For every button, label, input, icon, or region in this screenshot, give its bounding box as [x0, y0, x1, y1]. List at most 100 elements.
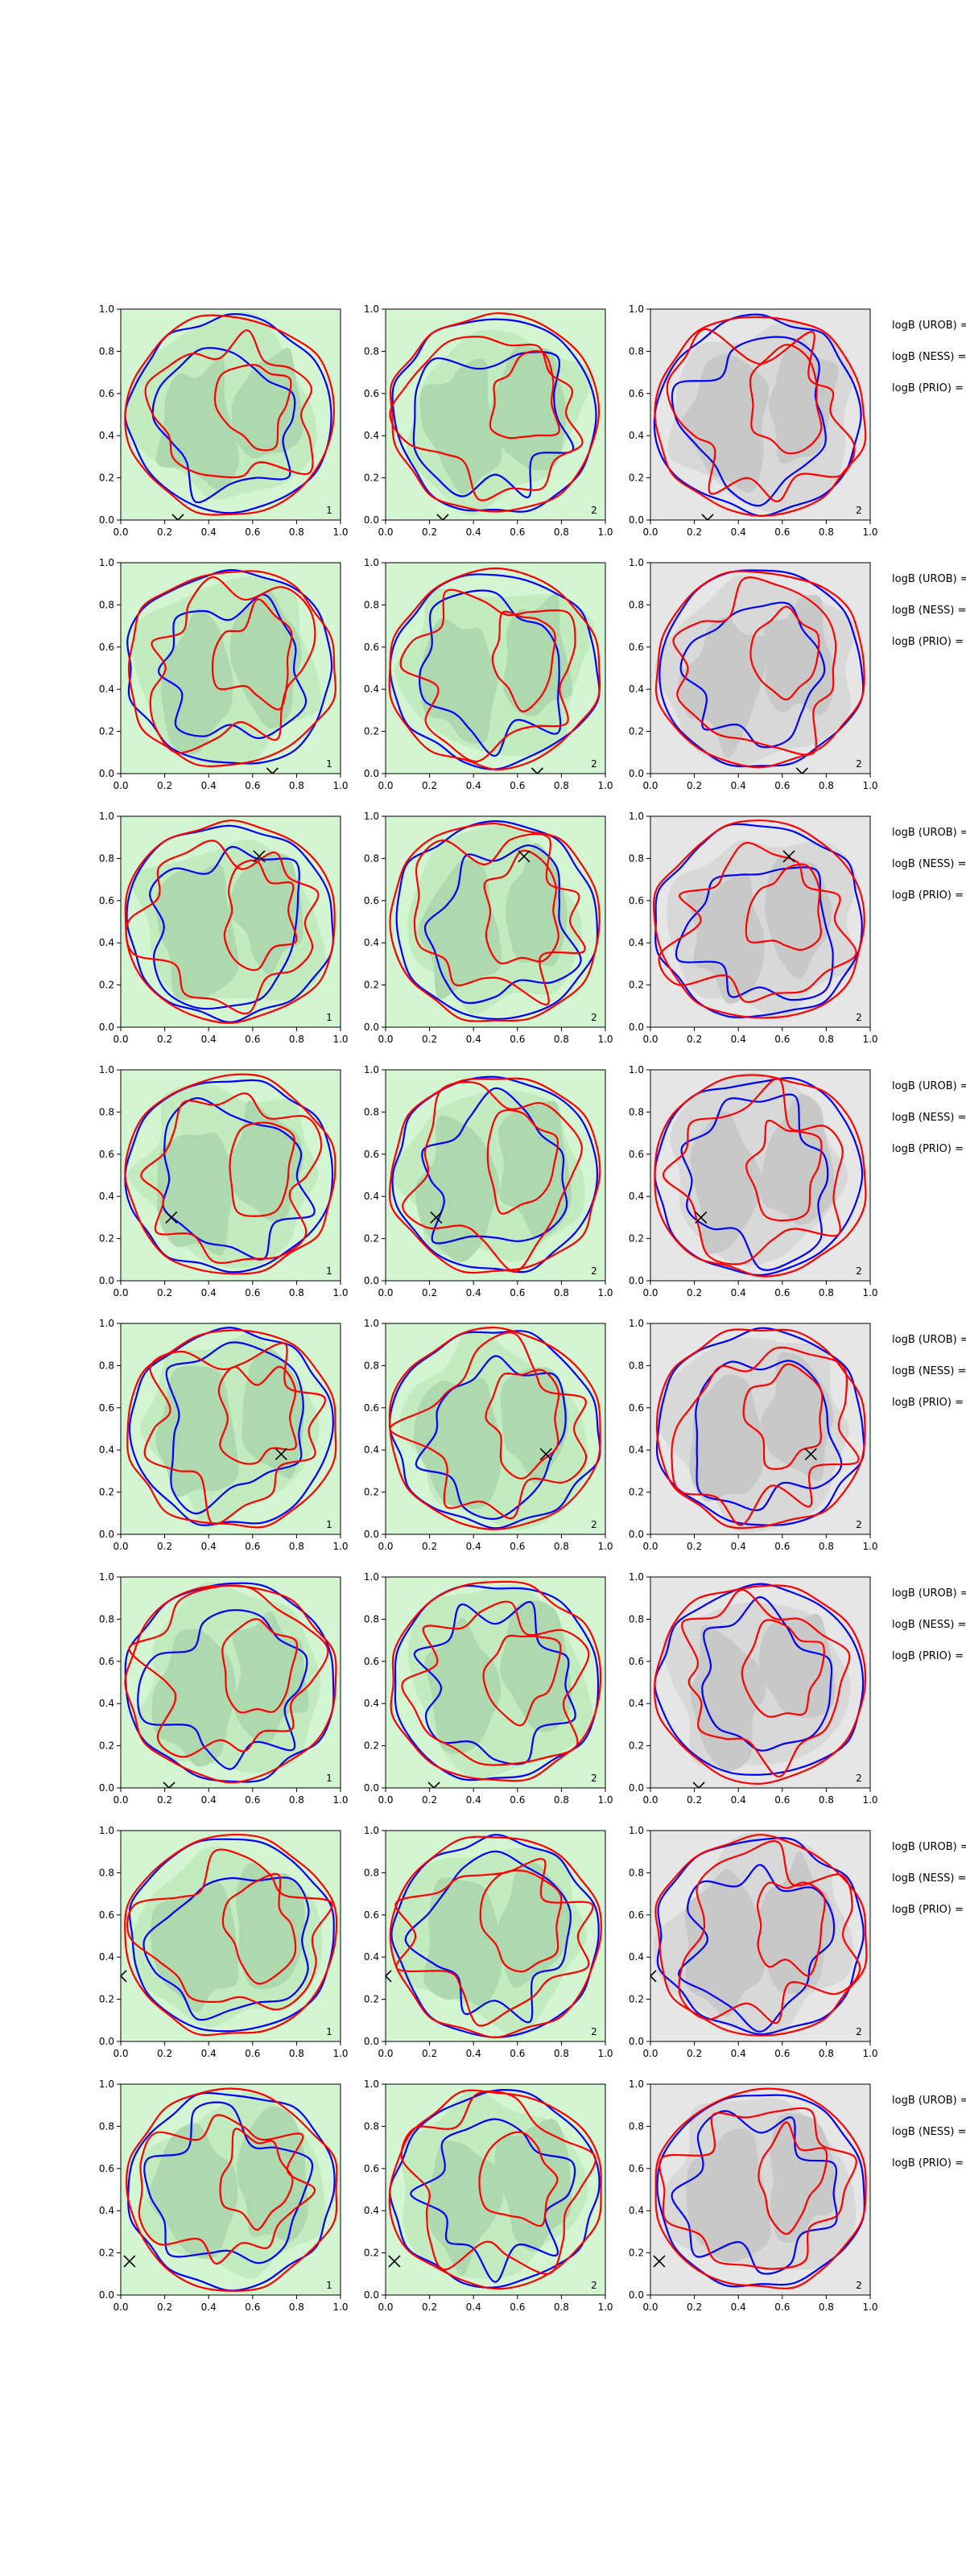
- marker-x: [121, 1970, 127, 1983]
- contour-line-red: [144, 329, 314, 479]
- marker-x: [650, 1970, 657, 1983]
- y-tick-label: 0.0: [364, 1782, 379, 1794]
- panel-r5-c1: 0.00.00.20.20.40.40.60.60.80.81.01.01: [99, 1318, 349, 1552]
- contour-line-red: [479, 1869, 563, 1973]
- contour-line-red: [654, 316, 867, 517]
- logb-label: logB (UROB) =: [892, 1841, 966, 1853]
- x-tick-label: 0.4: [731, 780, 746, 791]
- fill-region-dark: [155, 1365, 239, 1497]
- y-tick-label: 1.0: [364, 811, 379, 822]
- y-tick-label: 1.0: [629, 1825, 644, 1836]
- contour-line-red: [388, 567, 601, 770]
- contour-line-blue: [677, 1864, 836, 2033]
- x-tick-label: 0.0: [113, 1287, 128, 1298]
- y-tick-label: 0.4: [364, 1191, 379, 1202]
- x-tick-label: 0.2: [687, 1287, 702, 1298]
- y-tick-label: 0.0: [99, 2036, 114, 2047]
- contour-line-red: [221, 1618, 299, 1714]
- y-tick-label: 0.4: [364, 937, 379, 948]
- x-tick-label: 1.0: [332, 1541, 348, 1552]
- contour-line-red: [388, 1077, 601, 1274]
- x-tick-label: 0.2: [687, 1794, 702, 1806]
- marker-x: [653, 2255, 666, 2268]
- panel-index-label: 2: [591, 2280, 597, 2291]
- fill-region-dark: [419, 358, 502, 494]
- panel-r8-c2: 0.00.00.20.20.40.40.60.60.80.81.01.02: [364, 2079, 613, 2313]
- y-tick-label: 0.2: [629, 1740, 644, 1752]
- y-tick-label: 0.0: [99, 1782, 114, 1794]
- fill-region-dark: [680, 353, 770, 493]
- logb-label: logB (PRIO) =: [892, 382, 964, 394]
- panel-index-label: 2: [591, 505, 597, 516]
- contour-line-red: [124, 819, 336, 1024]
- y-tick-label: 0.6: [364, 1149, 379, 1160]
- axes-frame: [650, 2083, 871, 2296]
- x-tick-label: 0.2: [687, 1034, 702, 1045]
- contour-line-red: [124, 314, 336, 516]
- axes-frame: [385, 815, 606, 1028]
- y-tick-label: 1.0: [99, 1064, 114, 1075]
- y-tick-label: 0.6: [364, 895, 379, 906]
- x-tick-label: 0.4: [466, 2048, 481, 2059]
- x-tick-label: 0.4: [731, 1287, 746, 1298]
- y-tick-label: 0.6: [629, 388, 644, 399]
- fill-region-dark: [427, 2140, 503, 2276]
- panel-index-label: 2: [591, 1012, 597, 1023]
- marker-x: [539, 1447, 552, 1461]
- fill-region-dark: [684, 1868, 767, 2017]
- x-tick-label: 0.0: [378, 1287, 393, 1298]
- contour-line-red: [745, 1119, 823, 1222]
- x-tick-label: 0.0: [113, 1034, 128, 1045]
- x-tick-label: 0.0: [113, 1794, 128, 1806]
- y-tick-label: 0.8: [364, 1867, 379, 1878]
- y-tick-label: 0.4: [99, 1444, 114, 1455]
- contour-line-red: [213, 364, 292, 452]
- panel-index-label: 1: [326, 1265, 332, 1277]
- contour-line-red: [483, 849, 559, 964]
- contour-line-blue: [149, 845, 300, 1010]
- x-tick-label: 1.0: [597, 1794, 613, 1806]
- panel-r1-c2: 0.00.00.20.20.40.40.60.60.80.81.01.02: [364, 303, 613, 538]
- x-tick-label: 1.0: [332, 2048, 348, 2059]
- x-tick-label: 0.6: [510, 2048, 525, 2059]
- marker-x: [165, 1211, 178, 1224]
- panel-index-label: 2: [591, 1265, 597, 1277]
- panel-index-label: 1: [326, 505, 332, 516]
- panel-index-label: 2: [591, 1519, 597, 1530]
- x-tick-label: 0.2: [687, 1541, 702, 1552]
- fill-region-dark: [226, 1100, 303, 1221]
- y-tick-label: 0.2: [364, 473, 379, 484]
- x-tick-label: 0.8: [289, 2048, 304, 2059]
- contour-line-blue: [127, 2091, 336, 2292]
- x-tick-label: 0.0: [113, 2301, 128, 2313]
- contour-line-red: [485, 1368, 560, 1480]
- x-tick-label: 1.0: [332, 780, 348, 791]
- contour-line-red: [678, 1839, 861, 2025]
- fill-region-dark: [765, 854, 832, 980]
- x-tick-label: 0.0: [113, 1541, 128, 1552]
- x-tick-label: 0.4: [466, 1287, 481, 1298]
- x-tick-label: 0.2: [422, 526, 437, 538]
- y-tick-label: 0.4: [364, 1698, 379, 1709]
- x-tick-label: 0.0: [642, 1034, 658, 1045]
- x-tick-label: 0.2: [157, 1541, 172, 1552]
- x-tick-label: 0.4: [731, 526, 746, 538]
- y-tick-label: 0.8: [99, 345, 114, 357]
- panel-r6-c2: 0.00.00.20.20.40.40.60.60.80.81.01.02: [364, 1571, 613, 1806]
- y-tick-label: 0.2: [99, 2248, 114, 2259]
- x-tick-label: 1.0: [332, 1287, 348, 1298]
- panel-r1-c3: 0.00.00.20.20.40.40.60.60.80.81.01.02: [629, 303, 878, 538]
- contour-line-red: [655, 1328, 866, 1530]
- logb-label: logB (UROB) =: [892, 1587, 966, 1600]
- panel-r3-c2: 0.00.00.20.20.40.40.60.60.80.81.01.02: [364, 811, 613, 1045]
- y-tick-label: 0.6: [364, 388, 379, 399]
- y-tick-label: 1.0: [364, 2079, 379, 2090]
- axes-frame: [120, 1830, 341, 2042]
- contour-line-red: [756, 1881, 826, 1977]
- x-tick-label: 0.6: [774, 780, 790, 791]
- y-tick-label: 0.0: [629, 1782, 644, 1794]
- y-tick-label: 0.0: [364, 768, 379, 779]
- y-tick-label: 0.0: [629, 1022, 644, 1033]
- contour-line-blue: [701, 1596, 833, 1752]
- x-tick-label: 0.2: [157, 780, 172, 791]
